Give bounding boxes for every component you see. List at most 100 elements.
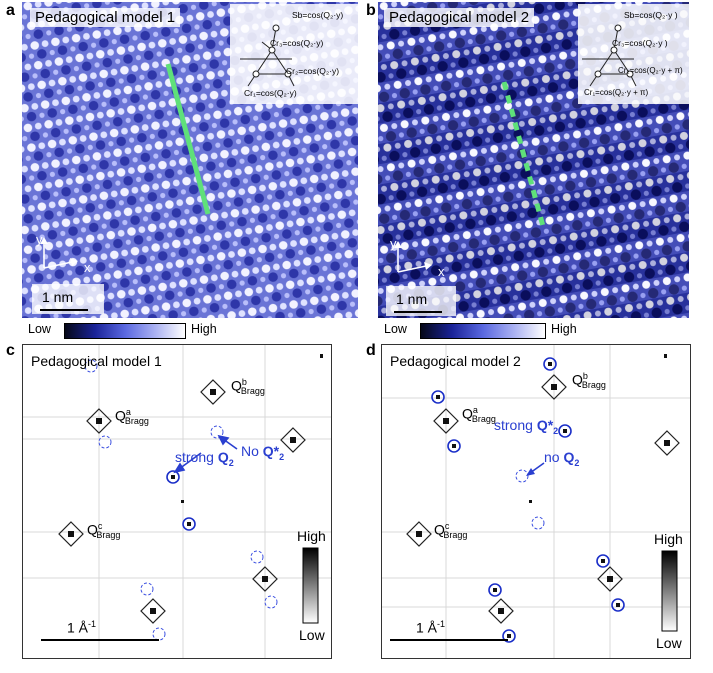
bragg-c-q-d: Q <box>434 521 445 538</box>
panel-letter-c: c <box>6 342 15 359</box>
strong-q2-peaks-c <box>166 470 196 531</box>
inset-b-cr2: Cr₂=cos(Q₂·y + π) <box>618 66 683 75</box>
scale-label-d: 1 Å-1 <box>416 619 445 636</box>
scale-label-c: 1 Å-1 <box>67 619 96 636</box>
annotation-strong-qstar-d: strong Q*2 <box>494 417 558 436</box>
colorbar-c-high: High <box>297 528 326 544</box>
panel-a-inset: Sb=cos(Q₂·y) Cr₃=cos(Q₂·y) Cr₂=cos(Q₂·y)… <box>230 4 358 104</box>
ann-q2-d: Q <box>563 449 575 465</box>
scale-line-a <box>40 309 88 311</box>
scale-text-c: 1 Å <box>67 619 89 636</box>
bragg-b-q-c: Q <box>231 377 242 394</box>
scale-sup-c: -1 <box>88 619 97 629</box>
bragg-b-sub-d: Bragg <box>581 380 606 391</box>
inset-b-cr3: Cr₃=cos(Q₂·y ) <box>612 38 668 48</box>
annotation-strong-q2-c: strong Q2 <box>175 449 234 468</box>
axis-x-a: x <box>84 260 91 275</box>
ann-no-c: No <box>241 443 259 459</box>
ann-no-d: no <box>544 449 560 465</box>
fft-map-model-1: Pedagogical model 1 QbBragg QaBragg QcBr… <box>22 344 332 659</box>
colorbar-a-low: Low <box>28 322 51 336</box>
colorbar-a <box>64 323 186 339</box>
bragg-peaks-c <box>58 379 306 624</box>
bragg-a-q-d: Q <box>462 405 473 422</box>
bragg-a-sub-c: Bragg <box>124 416 149 427</box>
bragg-a-label-c: QaBragg <box>115 407 149 426</box>
bragg-b-sup-c: b <box>241 377 247 387</box>
bragg-b-label-c: QbBragg <box>231 377 265 396</box>
inset-a-cr1: Cr₁=cos(Q₂·y) <box>244 88 297 98</box>
ann-qstar-sub-d: 2 <box>553 425 559 436</box>
axes-icon-a <box>40 237 78 269</box>
axis-y-b: y <box>390 236 397 251</box>
inset-b-sb: Sb=cos(Q₂·y ) <box>624 10 678 20</box>
fft-streaks-d <box>382 345 690 658</box>
panel-letter-a: a <box>6 2 15 19</box>
bragg-c-label-d: QcBragg <box>434 521 467 540</box>
bragg-b-q-d: Q <box>572 371 583 388</box>
stm-image-model-2: Pedagogical model 2 Sb=cos(Q₂·y ) Cr₃=co… <box>378 2 689 318</box>
fft-streaks-c <box>23 345 331 658</box>
stm-image-model-1: Pedagogical model 1 Sb=cos(Q₂·y) Cr₃=cos… <box>22 2 358 318</box>
inset-a-cr2: Cr₂=cos(Q₂·y) <box>286 66 340 76</box>
bragg-a-q-c: Q <box>115 407 126 424</box>
bragg-a-sup-c: a <box>125 407 131 417</box>
bragg-b-sub-c: Bragg <box>240 386 265 397</box>
panel-a-title: Pedagogical model 1 <box>30 8 181 27</box>
ann-q2-sub-d: 2 <box>574 457 580 468</box>
axis-x-b: x <box>438 264 445 279</box>
lattice-sketch-icon <box>240 24 295 87</box>
bragg-a-label-d: QaBragg <box>462 405 496 424</box>
ann-strong-d: strong <box>494 417 533 433</box>
colorbar-b-low: Low <box>384 322 407 336</box>
bragg-c-q-c: Q <box>87 521 98 538</box>
linecut-dashed <box>501 81 547 231</box>
bragg-peaks-d <box>406 374 680 624</box>
inset-b-cr1: Cr₁=cos(Q₂·y + π) <box>584 88 649 97</box>
bragg-a-sub-d: Bragg <box>471 414 496 425</box>
bragg-b-label-d: QbBragg <box>572 371 606 390</box>
linecut-solid <box>165 63 211 215</box>
ann-qstar-c: Q* <box>262 443 280 459</box>
annotation-no-q2-d: no Q2 <box>544 449 579 468</box>
inset-a-sb: Sb=cos(Q₂·y) <box>292 10 344 20</box>
bragg-c-sup-c: c <box>97 521 103 531</box>
ann-qstar-d: Q* <box>536 417 554 433</box>
scale-line-b <box>394 311 442 313</box>
bragg-c-label-c: QcBragg <box>87 521 120 540</box>
panel-letter-d: d <box>366 342 376 359</box>
panel-letter-b: b <box>366 2 376 19</box>
bragg-c-sub-c: Bragg <box>96 530 121 541</box>
ann-strong-c: strong <box>175 449 214 465</box>
bragg-b-sup-d: b <box>582 371 588 381</box>
bragg-a-sup-d: a <box>472 405 478 415</box>
scale-bar-b: 1 nm <box>386 286 456 316</box>
colorbar-d <box>661 550 678 632</box>
colorbar-b-high: High <box>551 322 577 336</box>
scale-label-a: 1 nm <box>42 289 74 305</box>
colorbar-d-high: High <box>654 531 683 547</box>
panel-b-title: Pedagogical model 2 <box>384 8 535 27</box>
inset-a-cr3: Cr₃=cos(Q₂·y) <box>270 38 324 48</box>
axes-icon-b <box>394 241 432 273</box>
lattice-sketch-icon <box>582 24 637 87</box>
panel-c-title: Pedagogical model 1 <box>31 353 162 369</box>
panel-b-inset: Sb=cos(Q₂·y ) Cr₃=cos(Q₂·y ) Cr₂=cos(Q₂·… <box>578 4 689 104</box>
colorbar-c <box>302 547 319 624</box>
strong-qstar-peaks-d <box>431 357 625 643</box>
ann-q2-c: Q <box>217 449 229 465</box>
scale-label-b: 1 nm <box>396 291 428 307</box>
absent-q2-peaks-d <box>515 469 545 530</box>
colorbar-a-high: High <box>191 322 217 336</box>
bragg-c-sup-d: c <box>444 521 450 531</box>
bragg-c-sub-d: Bragg <box>443 530 468 541</box>
scale-sup-d: -1 <box>437 619 446 629</box>
scale-bar-a: 1 nm <box>32 284 104 314</box>
annotation-no-qstar-c: No Q*2 <box>241 443 284 462</box>
colorbar-b <box>420 323 546 339</box>
colorbar-c-low: Low <box>299 627 325 643</box>
panel-d-title: Pedagogical model 2 <box>390 353 521 369</box>
fft-map-model-2: Pedagogical model 2 QbBragg QaBragg QcBr… <box>381 344 691 659</box>
colorbar-d-low: Low <box>656 635 682 651</box>
absent-peaks-c <box>84 359 278 641</box>
